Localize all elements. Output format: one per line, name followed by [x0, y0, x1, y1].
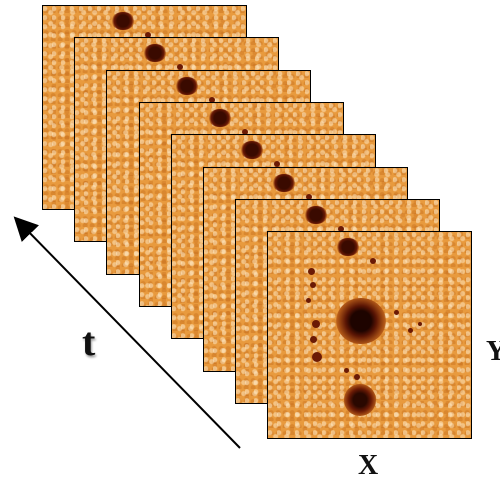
sunspot-small [143, 44, 168, 63]
sunspot-small [207, 108, 232, 127]
sunspot-pore [338, 225, 345, 232]
sunspot-pore [177, 64, 184, 71]
sunspot-pore [273, 161, 280, 168]
sunspot-small [304, 205, 329, 224]
sunspot-pore [241, 128, 248, 135]
time-arrow-line [13, 216, 241, 449]
sunspot-pore [306, 193, 312, 200]
sunspot-pore [370, 258, 377, 265]
sunspot-pore [312, 352, 323, 363]
sunspot-pore [394, 310, 400, 316]
sunspot-pore [308, 268, 316, 276]
sunspot-pore [310, 282, 317, 289]
sunspot-small [239, 141, 264, 160]
sunspot-small [336, 238, 361, 257]
sunspot-small [111, 12, 135, 30]
sunspot-pore [344, 368, 350, 374]
image-frame [267, 231, 473, 440]
sunspot-pore [418, 322, 423, 327]
sunspot-pore [312, 320, 321, 329]
time-axis-label: t [82, 319, 96, 364]
sunspot-small [272, 173, 296, 192]
x-axis-label: X [358, 450, 379, 481]
sunspot-pore [408, 328, 414, 334]
sunspot-pore [354, 374, 361, 381]
sunspot-large [336, 298, 387, 345]
y-axis-label: Y [486, 336, 500, 367]
sunspot-pore [306, 298, 312, 304]
sunspot-pore [145, 32, 151, 38]
sunspot-lower [344, 384, 377, 417]
sunspot-pore [310, 336, 318, 344]
sunspot-small [175, 76, 200, 95]
sunspot-pore [209, 96, 216, 103]
